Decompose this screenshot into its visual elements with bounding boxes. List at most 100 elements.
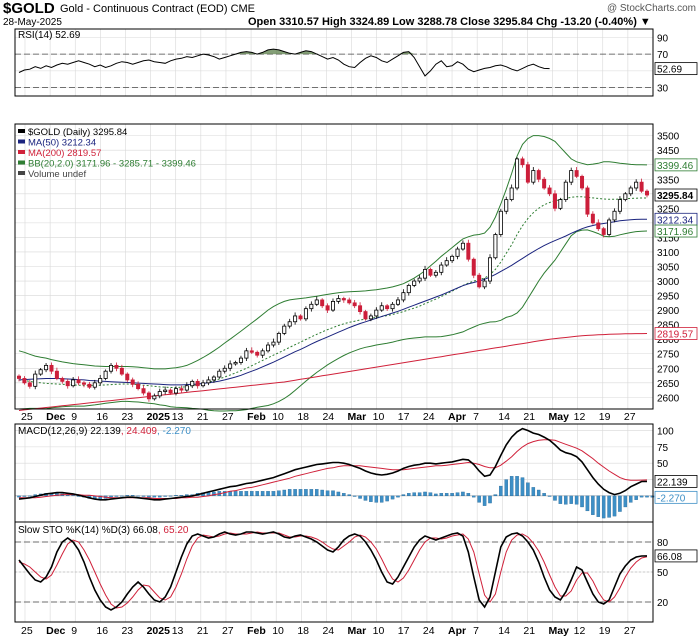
candle-body bbox=[536, 170, 541, 180]
x-axis-label-middle: Apr bbox=[448, 411, 466, 423]
rsi-last-label: 52.69 bbox=[657, 65, 682, 76]
macd-histogram-bar bbox=[531, 487, 536, 497]
candle-body bbox=[276, 332, 281, 343]
macd-histogram-bar bbox=[331, 490, 335, 497]
candle-body bbox=[244, 350, 249, 359]
price-tick-label: 3250 bbox=[657, 204, 680, 215]
price-tick-label: 3450 bbox=[657, 146, 680, 157]
x-axis-label-bottom: Apr bbox=[448, 625, 466, 637]
x-axis-label-bottom: 21 bbox=[523, 625, 535, 637]
sto-title-part: Slow STO %K(14) %D(3) 66.08 bbox=[18, 525, 158, 536]
x-axis-label-bottom: 27 bbox=[624, 625, 636, 637]
candle-body bbox=[211, 376, 216, 381]
macd-tick-label: 75 bbox=[657, 443, 669, 454]
macd-last-label: 22.139 bbox=[657, 477, 688, 488]
macd-histogram-bar bbox=[363, 495, 368, 501]
candle-body bbox=[395, 299, 400, 305]
price-tick-label: 2950 bbox=[657, 292, 680, 303]
price-last-label-box bbox=[654, 158, 698, 172]
candle-body bbox=[309, 303, 314, 310]
macd-histogram-bar bbox=[601, 495, 606, 519]
ma200-line bbox=[18, 333, 648, 411]
price-panel-frame bbox=[14, 123, 654, 410]
rsi-tick-label: 90 bbox=[657, 33, 669, 44]
macd-histogram-bar bbox=[260, 491, 265, 497]
candle-body bbox=[49, 364, 54, 372]
candle-body bbox=[255, 351, 260, 356]
candle-body bbox=[563, 181, 568, 201]
macd-histogram-bar bbox=[385, 495, 389, 502]
price-tick-label: 3000 bbox=[657, 277, 680, 288]
macd-histogram-bar bbox=[450, 493, 454, 497]
macd-title-part: MACD(12,26,9) 22.139 bbox=[18, 426, 121, 437]
macd-histogram-bar bbox=[493, 494, 498, 497]
candle-body bbox=[238, 357, 243, 363]
macd-last-label-box bbox=[654, 490, 698, 504]
macd-histogram-bar bbox=[439, 493, 444, 497]
sto-d-line bbox=[18, 531, 648, 609]
x-axis-label-middle: 18 bbox=[297, 411, 309, 423]
macd-histogram-bar bbox=[536, 489, 541, 497]
price-legend-entry: $GOLD (Daily) 3295.84 bbox=[28, 127, 127, 138]
x-axis-label-bottom: 18 bbox=[297, 625, 309, 637]
candle-body bbox=[76, 379, 81, 384]
legend-swatch bbox=[18, 150, 25, 154]
candle-body bbox=[374, 309, 379, 317]
price-tick-label: 2900 bbox=[657, 306, 680, 317]
macd-histogram-bar bbox=[650, 495, 655, 498]
candle-body bbox=[477, 274, 482, 288]
macd-histogram-bar bbox=[488, 495, 492, 504]
price-tick-label: 3100 bbox=[657, 248, 680, 259]
rsi-tick-label: 70 bbox=[657, 50, 669, 61]
x-axis-label-middle: 14 bbox=[498, 411, 510, 423]
macd-histogram-bar bbox=[569, 495, 573, 504]
candle-body bbox=[607, 219, 612, 235]
sto-panel-frame bbox=[14, 521, 654, 623]
macd-histogram-bar bbox=[564, 495, 568, 505]
macd-tick-label: 50 bbox=[657, 459, 669, 470]
macd-histogram-bar bbox=[553, 495, 557, 501]
legend-swatch bbox=[18, 171, 25, 175]
price-last-label: 3295.84 bbox=[657, 191, 694, 202]
candle-body bbox=[433, 271, 438, 276]
price-last-label: 3399.46 bbox=[657, 161, 694, 172]
candle-body bbox=[558, 199, 563, 209]
macd-title: MACD(12,26,9) 22.139, 24.409, -2.270 bbox=[18, 426, 191, 437]
macd-histogram-bar bbox=[255, 491, 259, 497]
sto-k-line bbox=[18, 531, 648, 611]
x-axis-label-bottom: 12 bbox=[574, 625, 586, 637]
macd-histogram-bar bbox=[266, 491, 270, 497]
macd-last-label-box bbox=[654, 475, 698, 488]
x-axis-label-middle: Mar bbox=[348, 411, 367, 423]
price-last-label: 2819.57 bbox=[657, 330, 694, 341]
candle-body bbox=[146, 392, 151, 400]
price-legend-entry: MA(50) 3212.34 bbox=[28, 138, 96, 149]
macd-histogram-bar bbox=[428, 492, 433, 497]
macd-histogram-bar bbox=[147, 495, 151, 498]
macd-histogram-bar bbox=[358, 495, 362, 499]
price-tick-label: 2850 bbox=[657, 321, 680, 332]
macd-histogram-bar bbox=[282, 489, 287, 497]
macd-histogram-bar bbox=[412, 492, 416, 497]
legend-swatch bbox=[18, 160, 25, 165]
candle-body bbox=[249, 350, 254, 353]
macd-histogram-bar bbox=[407, 493, 411, 497]
candle-body bbox=[38, 369, 43, 375]
candle-body bbox=[520, 158, 525, 166]
macd-histogram-bar bbox=[515, 476, 519, 497]
macd-histogram-bar bbox=[320, 489, 324, 497]
candle-body bbox=[114, 364, 119, 369]
candle-body bbox=[401, 292, 406, 301]
candle-body bbox=[136, 383, 141, 390]
macd-histogram-bar bbox=[109, 495, 113, 498]
candle-body bbox=[493, 234, 498, 259]
candle-body bbox=[645, 190, 650, 196]
x-axis-label-middle: 2025 bbox=[147, 411, 171, 423]
macd-histogram-bar bbox=[466, 493, 471, 497]
macd-histogram-bar bbox=[239, 491, 243, 497]
x-axis-label-bottom: 27 bbox=[222, 625, 234, 637]
bb-lower-line bbox=[18, 229, 648, 412]
macd-histogram-bar bbox=[547, 495, 552, 497]
candle-body bbox=[65, 380, 70, 387]
watermark: @ StockCharts.com bbox=[606, 3, 696, 14]
